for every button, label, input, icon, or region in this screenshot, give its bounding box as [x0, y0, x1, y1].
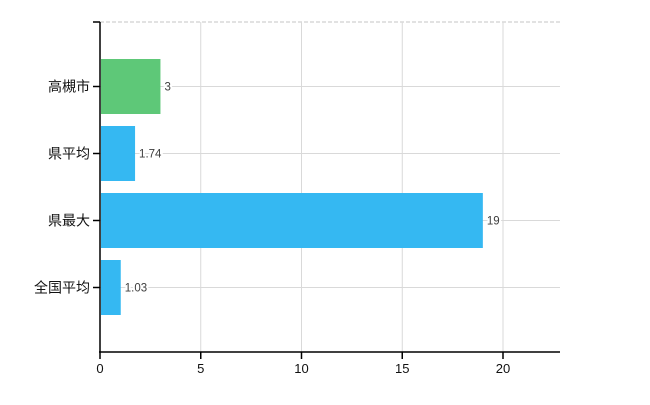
- x-tick-label: 5: [197, 361, 204, 376]
- x-tick-label: 15: [395, 361, 409, 376]
- bar: [101, 193, 483, 248]
- x-tick-label: 20: [496, 361, 510, 376]
- category-label: 高槻市: [48, 79, 90, 95]
- x-tick-label: 10: [294, 361, 308, 376]
- bar: [101, 126, 136, 181]
- bar: [101, 260, 121, 315]
- category-label: 全国平均: [34, 280, 90, 296]
- category-label: 県平均: [48, 146, 90, 162]
- x-tick-label: 0: [96, 361, 103, 376]
- bar-value-label: 1.03: [125, 283, 147, 295]
- bar-value-label: 1.74: [139, 149, 162, 161]
- category-label: 県最大: [48, 213, 90, 229]
- bar-value-label: 19: [487, 216, 500, 228]
- bar-value-label: 3: [164, 82, 170, 94]
- bar: [101, 59, 161, 114]
